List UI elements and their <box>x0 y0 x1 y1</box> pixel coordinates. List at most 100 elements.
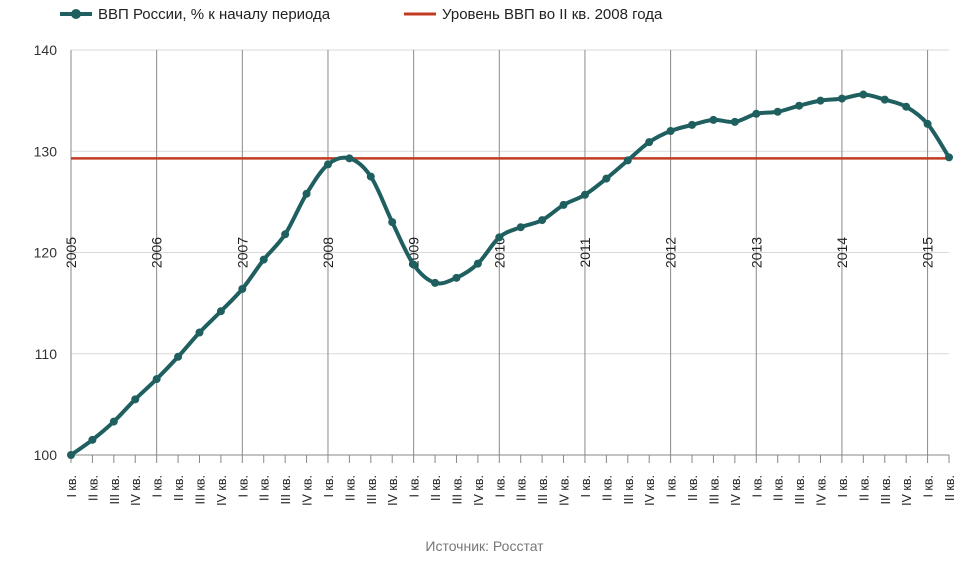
gdp-point <box>580 190 589 199</box>
y-tick-label: 140 <box>34 42 58 58</box>
gdp-point <box>945 153 953 162</box>
year-label: 2014 <box>834 237 850 268</box>
x-tick-label: II кв. <box>429 475 443 501</box>
x-tick-label: III кв. <box>279 475 293 504</box>
gdp-point <box>152 375 161 384</box>
gdp-point <box>730 117 739 126</box>
gdp-point <box>88 435 97 444</box>
x-tick-label: II кв. <box>686 475 700 501</box>
gdp-point <box>538 216 547 225</box>
gdp-point <box>773 107 782 116</box>
x-tick-label: IV кв. <box>900 475 914 506</box>
x-tick-label: I кв. <box>151 475 165 498</box>
x-tick-label: IV кв. <box>472 475 486 506</box>
x-tick-label: I кв. <box>922 475 936 498</box>
gdp-point <box>859 90 868 99</box>
x-tick-label: I кв. <box>836 475 850 498</box>
x-tick-label: IV кв. <box>129 475 143 506</box>
gdp-point <box>880 95 889 104</box>
gdp-point <box>323 160 332 169</box>
legend-marker-gdp <box>71 9 81 19</box>
gdp-point <box>431 278 440 287</box>
x-tick-label: I кв. <box>665 475 679 498</box>
gdp-point <box>195 328 204 337</box>
gdp-point <box>259 255 268 264</box>
gdp-point <box>795 101 804 110</box>
gdp-point <box>409 260 418 269</box>
x-tick-label: I кв. <box>322 475 336 498</box>
x-tick-label: II кв. <box>258 475 272 501</box>
x-tick-label: I кв. <box>236 475 250 498</box>
y-tick-label: 110 <box>35 346 58 362</box>
year-label: 2005 <box>63 237 79 268</box>
x-tick-label: III кв. <box>793 475 807 504</box>
x-tick-label: III кв. <box>450 475 464 504</box>
x-tick-label: IV кв. <box>301 475 315 506</box>
source-caption: Источник: Росстат <box>425 538 544 554</box>
legend-label-gdp: ВВП России, % к началу периода <box>98 6 331 23</box>
gdp-point <box>645 138 654 147</box>
x-tick-label: II кв. <box>172 475 186 501</box>
x-tick-label: III кв. <box>193 475 207 504</box>
year-label: 2012 <box>663 237 679 268</box>
x-tick-label: II кв. <box>943 475 957 501</box>
gdp-point <box>67 451 75 459</box>
x-tick-label: III кв. <box>707 475 721 504</box>
x-tick-label: II кв. <box>86 475 100 501</box>
gdp-point <box>688 120 697 129</box>
gdp-point <box>109 417 118 426</box>
gdp-point <box>837 94 846 103</box>
x-tick-label: II кв. <box>772 475 786 501</box>
x-tick-label: III кв. <box>365 475 379 504</box>
gdp-point <box>345 154 354 163</box>
year-label: 2006 <box>149 237 165 268</box>
x-tick-label: I кв. <box>750 475 764 498</box>
gdp-point <box>516 223 525 232</box>
gdp-point <box>473 259 482 268</box>
gdp-point <box>238 284 247 293</box>
gdp-point <box>281 230 290 239</box>
x-tick-label: II кв. <box>343 475 357 501</box>
x-axis: I кв. II кв. III кв. IV кв. I кв. II кв. III к… <box>65 454 957 506</box>
grid <box>70 49 949 456</box>
y-tick-label: 120 <box>34 245 58 261</box>
x-tick-label: IV кв. <box>643 475 657 506</box>
x-tick-label: III кв. <box>879 475 893 504</box>
x-tick-label: IV кв. <box>558 475 572 506</box>
x-tick-label: I кв. <box>579 475 593 498</box>
year-label: 2008 <box>320 237 336 268</box>
legend-label-reference: Уровень ВВП во II кв. 2008 года <box>442 6 663 23</box>
gdp-point <box>623 156 632 165</box>
x-tick-label: III кв. <box>108 475 122 504</box>
x-tick-label: I кв. <box>493 475 507 498</box>
x-tick-label: IV кв. <box>729 475 743 506</box>
gdp-point <box>923 119 932 128</box>
gdp-point <box>366 172 375 181</box>
x-tick-label: II кв. <box>515 475 529 501</box>
y-tick-label: 100 <box>34 447 58 463</box>
gdp-point <box>131 395 140 404</box>
x-tick-label: II кв. <box>600 475 614 501</box>
gdp-point <box>559 200 568 209</box>
x-tick-label: II кв. <box>857 475 871 501</box>
legend: ВВП России, % к началу периода Уровень ВВ… <box>60 6 663 23</box>
year-label: 2011 <box>577 237 593 267</box>
gdp-line-series <box>67 90 953 459</box>
gdp-point <box>816 96 825 105</box>
gdp-point <box>709 115 718 124</box>
year-label: 2007 <box>234 237 250 268</box>
x-tick-label: IV кв. <box>215 475 229 506</box>
x-tick-label: I кв. <box>65 475 79 498</box>
year-labels: 2005 2006 2007 2008 2009 2010 2011 2012 2013 2014… <box>63 237 936 268</box>
gdp-point <box>902 102 911 111</box>
y-tick-label: 130 <box>34 143 58 159</box>
x-tick-label: IV кв. <box>386 475 400 506</box>
gdp-point <box>752 109 761 118</box>
year-label: 2015 <box>920 237 936 268</box>
x-tick-label: III кв. <box>536 475 550 504</box>
gdp-point <box>388 218 397 227</box>
gdp-point <box>302 189 311 198</box>
y-axis: 100 110 120 130 140 <box>34 42 58 463</box>
x-tick-label: III кв. <box>622 475 636 504</box>
